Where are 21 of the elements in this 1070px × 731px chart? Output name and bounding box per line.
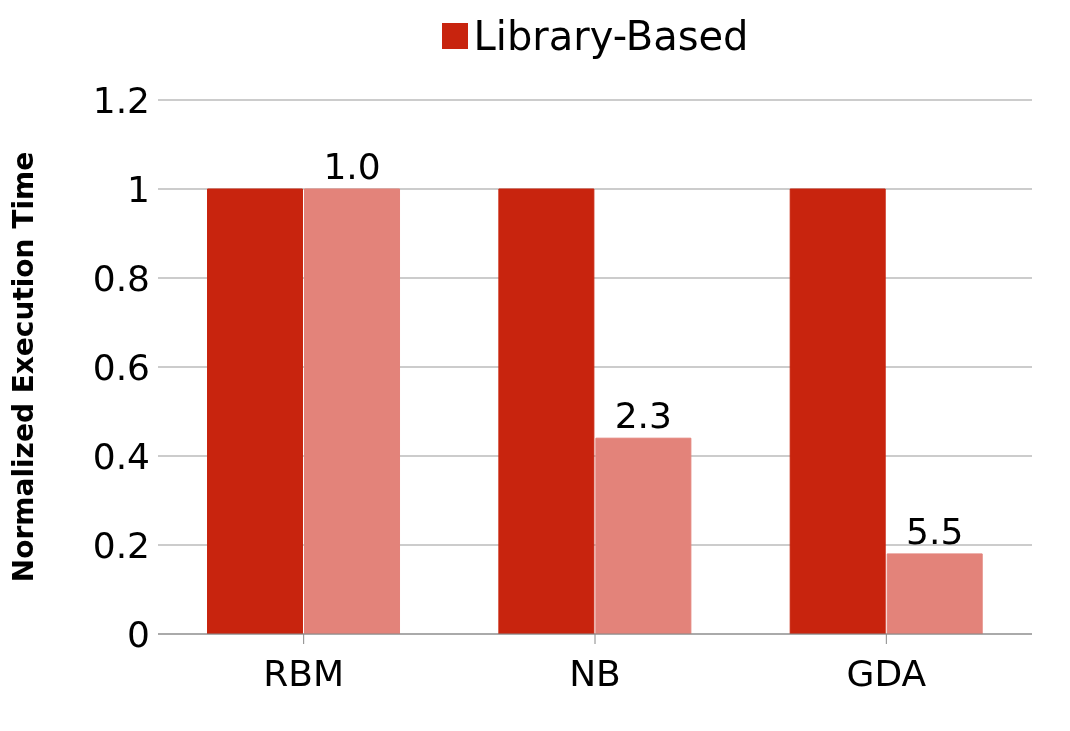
y-tick-label: 1 [127, 168, 150, 210]
x-tick-label: NB [569, 652, 621, 694]
bar [595, 437, 692, 634]
bar [498, 188, 595, 634]
y-tick-label: 0.2 [92, 524, 150, 566]
y-tick-label: 0 [127, 613, 150, 655]
y-tick-label: 0.4 [92, 435, 150, 477]
annotation: 1.0 [323, 146, 381, 187]
legend-label: Library-Based [473, 13, 749, 59]
y-axis-title: Normalized Execution Time [6, 151, 40, 583]
x-tick-label: RBM [263, 652, 345, 694]
annotation: 2.3 [614, 395, 672, 437]
y-tick-label: 0.8 [92, 257, 150, 299]
bar [886, 553, 983, 634]
bar [304, 188, 401, 634]
bar [789, 188, 886, 634]
y-tick-label: 1.2 [92, 79, 150, 121]
annotation: 5.5 [906, 510, 964, 552]
bar [207, 188, 304, 634]
x-tick-label: GDA [846, 652, 927, 694]
y-tick-label: 0.6 [92, 346, 150, 388]
